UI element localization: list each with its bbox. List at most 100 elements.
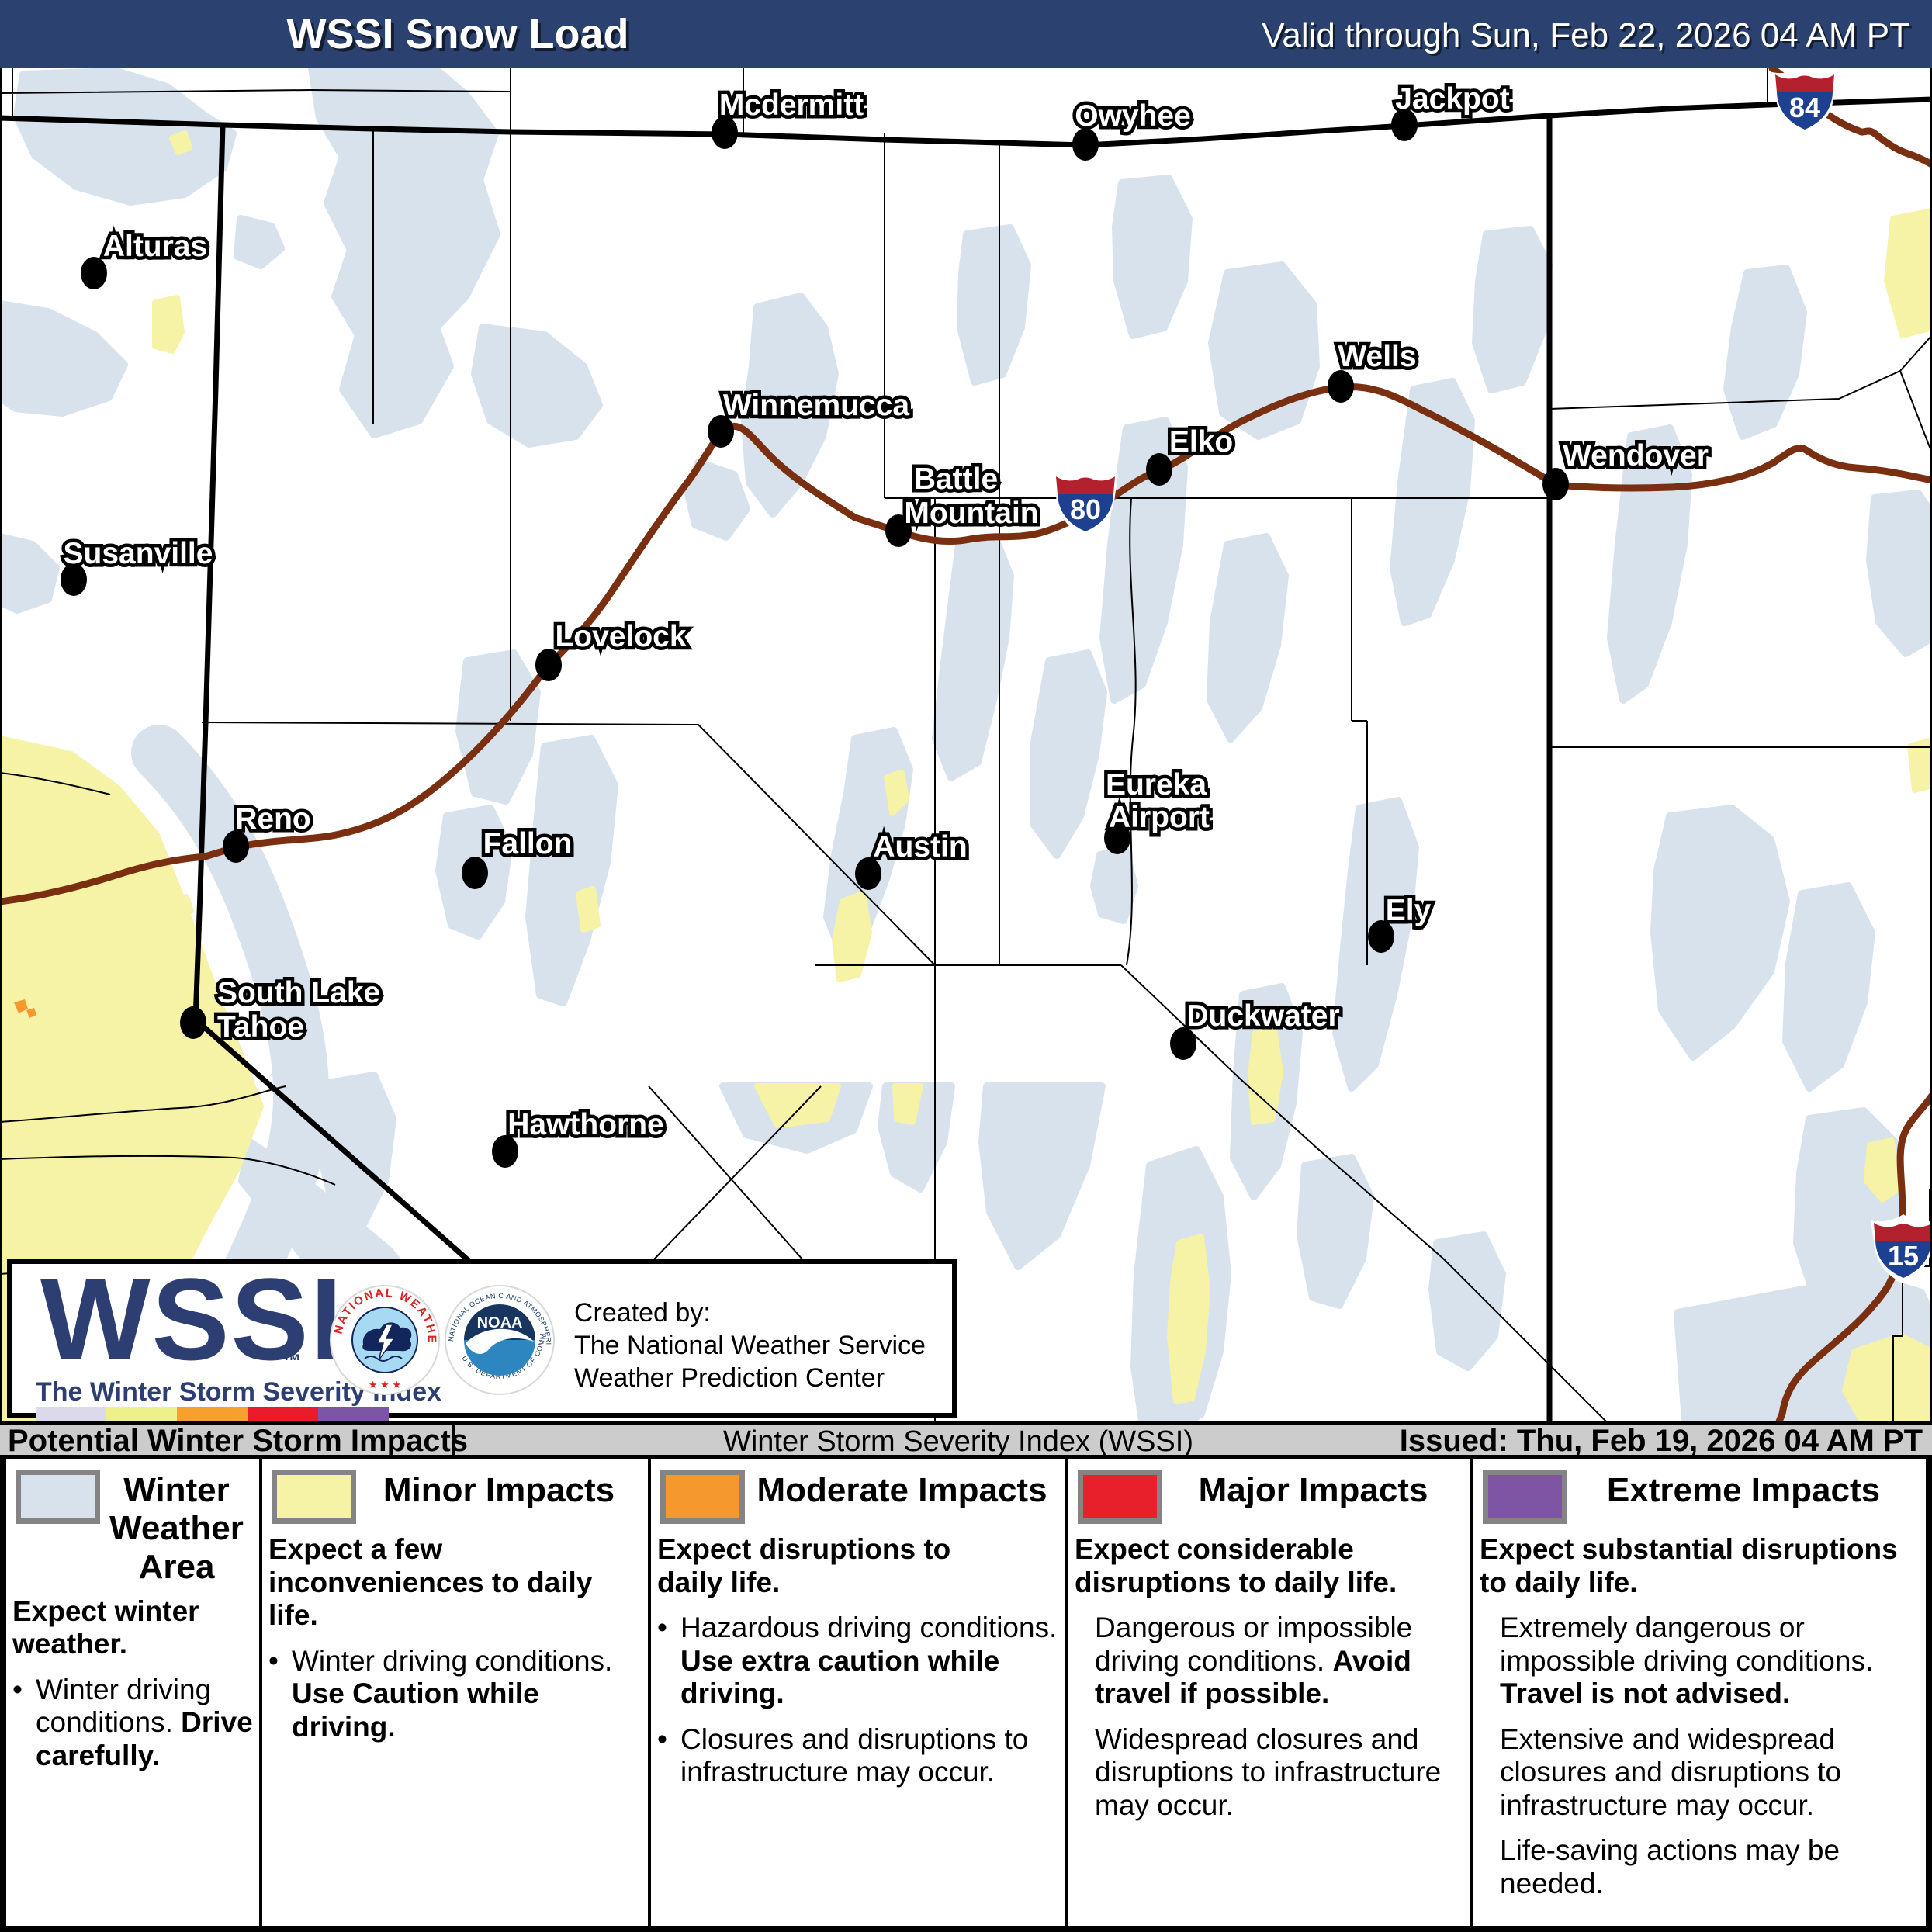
city-label-eureka-airport-1: Eureka <box>1106 768 1207 802</box>
city-label-wells: Wells <box>1338 340 1416 373</box>
legend-column-winter-weather: Winter Weather Area Expect winter weathe… <box>6 1459 259 1926</box>
legend: Winter Weather Area Expect winter weathe… <box>0 1459 1932 1932</box>
city-dot-wells <box>1328 370 1354 403</box>
city-label-ely: Ely <box>1386 894 1432 927</box>
city-dot-hawthorne <box>492 1135 518 1168</box>
extreme-swatch <box>1483 1470 1567 1524</box>
city-dot-battle-mountain <box>885 514 912 547</box>
city-dots <box>61 109 1569 1168</box>
city-label-owyhee: Owyhee <box>1075 99 1191 133</box>
city-label-susanville: Susanville <box>64 537 213 570</box>
interstate-15-shield: 15 <box>1871 1214 1930 1283</box>
wssi-logo-text: WSSI <box>40 1254 345 1384</box>
wssi-logo-box: WSSI ™ The Winter Storm Severity Index N… <box>7 1254 957 1425</box>
map-area: 84 80 15 <box>0 68 1932 1421</box>
impacts-bar: Potential Winter Storm Impacts Winter St… <box>0 1421 1932 1459</box>
interstate-80-shield: 80 <box>1053 468 1118 537</box>
city-label-mcdermitt: Mcdermitt <box>719 88 864 122</box>
extreme-lead: Expect substantial disruptions to daily … <box>1480 1533 1898 1598</box>
legend-column-extreme: Extreme Impacts Expect substantial disru… <box>1470 1459 1926 1926</box>
interstate-84-shield: 84 <box>1772 68 1837 135</box>
minor-b1-text: Winter driving conditions. <box>292 1644 613 1677</box>
created-by-line1: Created by: <box>574 1298 711 1328</box>
minor-impact-areas <box>2 130 1930 1421</box>
moderate-impact-areas <box>14 999 36 1018</box>
nws-stars: ★ ★ ★ <box>369 1379 401 1390</box>
city-dot-wendover <box>1542 468 1569 500</box>
city-label-austin: Austin <box>873 830 967 864</box>
city-dot-owyhee <box>1072 128 1099 161</box>
extreme-para-3: Life-saving actions may be needed. <box>1500 1834 1840 1899</box>
city-dot-austin <box>855 857 881 890</box>
city-dot-duckwater <box>1170 1027 1196 1060</box>
minor-swatch <box>272 1470 356 1524</box>
winter-title-1: Winter <box>123 1471 230 1509</box>
city-label-wendover: Wendover <box>1563 439 1709 473</box>
city-labels: Mcdermitt Owyhee Jackpot Alturas Wells W… <box>60 79 1712 1145</box>
city-label-hawthorne: Hawthorne <box>507 1108 664 1141</box>
extreme-para-1: Extremely dangerous or impossible drivin… <box>1500 1612 1920 1711</box>
winter-title-3: Area <box>138 1547 215 1586</box>
city-dot-reno <box>223 830 249 863</box>
county-lines <box>2 68 1930 1421</box>
moderate-bullet-2: Closures and disruptions to infrastructu… <box>657 1723 1059 1789</box>
major-p1-bold: Avoid travel if possible. <box>1095 1644 1411 1710</box>
major-p1-text: Dangerous or impossible driving conditio… <box>1095 1612 1413 1677</box>
impacts-bar-title: Potential Winter Storm Impacts <box>8 1424 469 1458</box>
major-title: Major Impacts <box>1198 1471 1428 1509</box>
winter-bullet-1: Winter driving conditions. Drive careful… <box>12 1674 253 1773</box>
issued-text: Issued: Thu, Feb 19, 2026 04 AM PT <box>1399 1424 1923 1458</box>
winter-title-2: Weather <box>109 1509 244 1548</box>
moderate-bullet-1: Hazardous driving conditions. Use extra … <box>657 1612 1059 1711</box>
interstate-80-number: 80 <box>1070 493 1101 525</box>
legend-column-major: Major Impacts Expect considerable disrup… <box>1065 1459 1470 1926</box>
city-label-fallon: Fallon <box>483 827 573 860</box>
city-label-elko: Elko <box>1169 425 1233 459</box>
bar-divider <box>452 1425 455 1455</box>
major-swatch <box>1078 1470 1162 1524</box>
winter-b1-text: Winter driving conditions. <box>36 1673 212 1739</box>
state-borders <box>2 96 1930 1421</box>
moderate-b2-text: Closures and disruptions to infrastructu… <box>680 1723 1029 1788</box>
page-title: WSSI Snow Load <box>286 11 629 57</box>
noaa-text: NOAA <box>477 1314 523 1331</box>
minor-lead: Expect a few inconveniences to daily lif… <box>268 1533 593 1632</box>
city-dot-susanville <box>61 563 87 596</box>
extreme-p1-bold: Travel is not advised. <box>1500 1678 1791 1710</box>
city-dot-south-lake-tahoe <box>180 1006 206 1039</box>
city-label-winnemucca: Winnemucca <box>723 389 910 422</box>
created-by-block: Created by: The National Weather Service… <box>574 1297 926 1394</box>
winter-lead: Expect winter weather. <box>12 1594 199 1660</box>
city-dot-fallon <box>462 857 488 889</box>
city-dot-winnemucca <box>708 415 734 448</box>
city-label-eureka-airport-2: Airport <box>1109 801 1210 834</box>
moderate-b1-bold: Use extra caution while driving. <box>680 1644 1000 1710</box>
city-dot-eureka-airport <box>1104 822 1130 854</box>
city-label-jackpot: Jackpot <box>1395 82 1509 116</box>
winter-weather-areas <box>2 68 1930 1421</box>
winter-weather-swatch <box>16 1470 100 1524</box>
interstate-80-road <box>2 383 1930 905</box>
title-bar: WSSI Snow Load Valid through Sun, Feb 22… <box>0 0 1932 68</box>
moderate-b1-text: Hazardous driving conditions. <box>680 1612 1058 1644</box>
extreme-title: Extreme Impacts <box>1606 1471 1881 1509</box>
valid-through-text: Valid through Sun, Feb 22, 2026 04 AM PT <box>1262 16 1910 54</box>
noaa-logo: NATIONAL OCEANIC AND ATMOSPHERIC ADMINIS… <box>445 1285 555 1395</box>
city-dot-alturas <box>81 257 107 289</box>
nws-logo: NATIONAL WEATHER SERVICE ★ ★ ★ <box>330 1285 440 1395</box>
winter-b1-bold: Drive carefully. <box>36 1706 253 1771</box>
legend-column-moderate: Moderate Impacts Expect disruptions to d… <box>648 1459 1065 1926</box>
weather-map: 84 80 15 <box>2 68 1930 1421</box>
major-lead: Expect considerable disruptions to daily… <box>1075 1533 1397 1598</box>
moderate-lead: Expect disruptions to daily life. <box>657 1533 951 1598</box>
city-dot-ely <box>1368 920 1394 953</box>
city-label-alturas: Alturas <box>103 230 207 263</box>
extreme-p1-text: Extremely dangerous or impossible drivin… <box>1500 1612 1874 1677</box>
created-by-line3: Weather Prediction Center <box>574 1363 885 1393</box>
major-para-1: Dangerous or impossible driving conditio… <box>1095 1612 1464 1711</box>
moderate-title: Moderate Impacts <box>757 1471 1047 1509</box>
city-dot-mcdermitt <box>712 116 738 149</box>
city-label-south-lake-tahoe-1: South Lake <box>217 976 380 1009</box>
minor-title: Minor Impacts <box>383 1471 615 1509</box>
